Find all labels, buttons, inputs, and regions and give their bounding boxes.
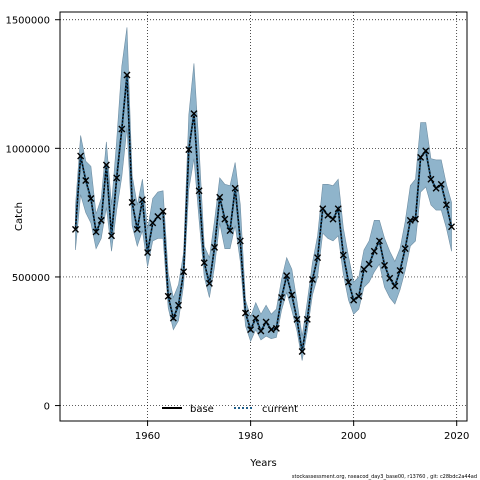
data-point-1996: [329, 215, 337, 223]
data-point-1947: [77, 152, 85, 160]
data-point-2015: [427, 175, 435, 183]
data-point-1966: [174, 301, 182, 309]
legend-label-base: base: [190, 404, 214, 415]
data-point-1978: [236, 237, 244, 245]
x-tick-label: 1980: [238, 431, 263, 442]
x-tick-label: 1960: [135, 431, 160, 442]
x-axis: 1960 1980 2000 2020: [135, 421, 469, 442]
data-point-2011: [406, 216, 414, 224]
data-point-2017: [437, 180, 445, 188]
data-point-1967: [180, 268, 188, 276]
data-point-2018: [442, 201, 450, 209]
data-point-1971: [200, 259, 208, 267]
data-point-1986: [278, 294, 286, 302]
data-point-2006: [381, 261, 389, 269]
data-point-1981: [252, 314, 260, 322]
data-point-1953: [108, 232, 116, 240]
y-axis-title: Catch: [14, 202, 25, 231]
data-point-2000: [350, 296, 358, 304]
data-point-1984: [267, 326, 275, 334]
data-point-2002: [360, 265, 368, 273]
data-point-1995: [324, 211, 332, 219]
data-point-1974: [216, 193, 224, 201]
data-point-1983: [262, 318, 270, 326]
data-point-1964: [164, 292, 172, 300]
y-axis: 0 500000 1000000 1500000: [5, 16, 60, 413]
data-point-2016: [432, 184, 440, 192]
x-axis-title: Years: [249, 458, 276, 469]
data-point-1970: [195, 187, 203, 195]
data-point-1948: [82, 176, 90, 184]
data-point-2019: [448, 223, 456, 231]
data-point-2009: [396, 267, 404, 275]
data-point-1959: [138, 196, 146, 204]
data-point-1951: [97, 216, 105, 224]
data-point-1982: [257, 327, 265, 335]
data-point-2013: [417, 153, 425, 161]
legend-label-current: current: [262, 404, 298, 415]
data-point-1969: [190, 110, 198, 118]
data-point-markers: [71, 71, 456, 356]
data-point-1991: [303, 315, 311, 323]
data-point-2004: [370, 247, 378, 255]
data-point-1987: [283, 272, 291, 280]
footnote: stockassessment.org, nseacod_day3_base00…: [292, 474, 477, 480]
data-point-1972: [205, 279, 213, 287]
data-point-1999: [345, 278, 353, 286]
data-point-1968: [185, 146, 193, 154]
confidence-band: [75, 27, 452, 361]
y-tick-label: 1500000: [5, 16, 50, 27]
data-point-1960: [144, 249, 152, 257]
data-point-1993: [314, 254, 322, 262]
data-point-1985: [272, 324, 280, 332]
data-point-1955: [118, 125, 126, 133]
data-point-1963: [159, 207, 167, 215]
data-point-1950: [92, 228, 100, 236]
data-point-1952: [102, 161, 110, 169]
data-point-1979: [241, 309, 249, 317]
data-point-1961: [149, 219, 157, 227]
data-point-1965: [169, 314, 177, 322]
data-point-2007: [386, 274, 394, 282]
data-point-1973: [211, 243, 219, 251]
y-tick-label: 0: [44, 402, 50, 413]
data-point-2010: [401, 245, 409, 253]
data-point-2001: [355, 292, 363, 300]
data-point-1998: [339, 251, 347, 259]
data-point-1949: [87, 194, 95, 202]
data-point-1990: [298, 348, 306, 356]
data-point-1962: [154, 213, 162, 220]
legend: base current: [162, 404, 298, 415]
y-tick-label: 500000: [12, 273, 50, 284]
data-point-1994: [319, 205, 327, 213]
data-point-1958: [133, 225, 141, 233]
data-point-2008: [391, 282, 399, 290]
data-point-1980: [247, 326, 255, 334]
data-point-2005: [375, 237, 383, 245]
data-point-1946: [71, 225, 79, 233]
data-point-1992: [308, 276, 316, 284]
data-point-1975: [221, 215, 229, 223]
data-point-2014: [422, 147, 430, 155]
plot-frame: [59, 11, 468, 422]
y-tick-label: 1000000: [5, 144, 50, 155]
series-line-current: [74, 74, 453, 352]
data-point-1954: [113, 174, 121, 182]
data-point-1989: [293, 315, 301, 323]
data-point-2003: [365, 260, 373, 268]
data-point-1988: [288, 291, 296, 299]
data-point-1956: [123, 71, 131, 79]
data-point-1976: [226, 227, 234, 235]
data-point-2012: [411, 215, 419, 223]
data-point-1977: [231, 184, 239, 192]
data-point-1957: [128, 198, 136, 206]
x-tick-label: 2020: [444, 431, 469, 442]
x-tick-label: 2000: [341, 431, 366, 442]
data-point-1997: [334, 205, 342, 213]
